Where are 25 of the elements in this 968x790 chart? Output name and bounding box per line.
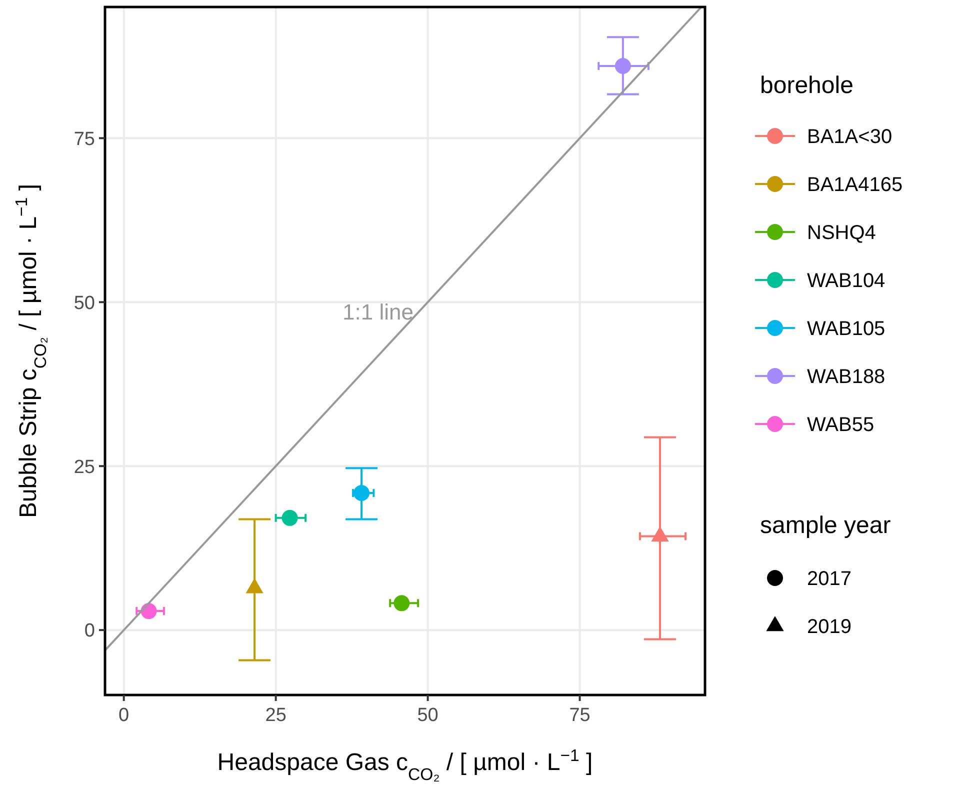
text: 2017 <box>807 568 852 590</box>
text: sample year <box>760 512 891 539</box>
y-tick-label: 75 <box>74 128 95 150</box>
x-tick-label: 50 <box>417 705 438 726</box>
point <box>394 595 410 612</box>
x-tick-label: 25 <box>265 705 286 726</box>
x-tick-label: 0 <box>118 705 130 726</box>
legend-label: WAB104 <box>807 270 886 292</box>
x-axis-title: Headspace Gas c$_{CO₂}$ / [ µmol · L$^{−1}$ ] <box>217 746 593 784</box>
legend-title: borehole <box>760 72 854 99</box>
y-tick-label: 25 <box>74 456 95 478</box>
legend-label: WAB55 <box>807 414 874 436</box>
legend-label: NSHQ4 <box>807 222 876 244</box>
annotation: 1:1 line <box>342 300 414 325</box>
text: 2019 <box>807 616 852 638</box>
point <box>354 484 370 501</box>
x-tick-label: 75 <box>569 705 590 726</box>
legend-label: BA1A4165 <box>807 174 903 196</box>
legend-label: BA1A<30 <box>807 126 892 148</box>
point <box>282 510 298 526</box>
legend-label: WAB105 <box>807 318 886 340</box>
point <box>614 58 631 74</box>
legend-label: WAB188 <box>807 366 886 388</box>
y-tick-label: 50 <box>74 292 95 314</box>
y-tick-label: 0 <box>84 620 95 642</box>
